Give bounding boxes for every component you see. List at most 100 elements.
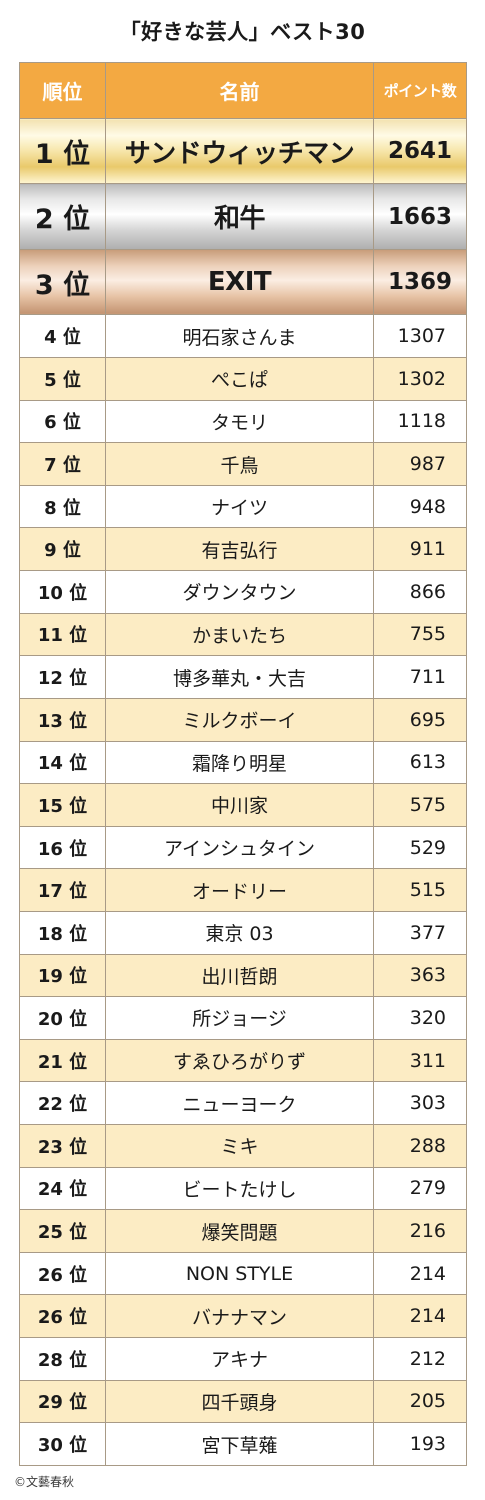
name-cell: すゑひろがりず <box>105 1038 374 1083</box>
table-header-row: 順位 名前 ポイント数 <box>19 62 467 119</box>
points-cell: 205 <box>373 1379 467 1424</box>
table-row: 15 位中川家 575 <box>19 783 467 827</box>
name-cell: かまいたち <box>105 612 374 657</box>
points-cell: 212 <box>373 1337 467 1381</box>
rank-cell: 9 位 <box>19 527 106 572</box>
points-cell: 193 <box>373 1422 467 1466</box>
name-cell: 和牛 <box>105 183 374 250</box>
name-cell: ミルクボーイ <box>105 697 374 742</box>
table-row: 24 位ビートたけし 279 <box>19 1166 467 1211</box>
points-cell: 363 <box>373 953 467 998</box>
points-cell: 529 <box>373 825 467 870</box>
table-row: 4 位明石家さんま 1307 <box>19 314 467 359</box>
name-cell: ビートたけし <box>105 1166 374 1211</box>
table-row: 7 位千鳥 987 <box>19 442 467 486</box>
name-cell: 四千頭身 <box>105 1379 374 1424</box>
points-cell: 311 <box>373 1038 467 1083</box>
points-cell: 711 <box>373 655 467 699</box>
rank-cell: 3 位 <box>19 248 106 316</box>
rank-cell: 18 位 <box>19 910 106 955</box>
name-cell: 爆笑問題 <box>105 1209 374 1253</box>
rank-cell: 14 位 <box>19 740 106 785</box>
name-cell: 霜降り明星 <box>105 740 374 785</box>
column-header-points: ポイント数 <box>373 62 467 119</box>
table-row: 5 位ぺこぱ 1302 <box>19 357 467 401</box>
rank-cell: 8 位 <box>19 484 106 529</box>
name-cell: タモリ <box>105 399 374 444</box>
name-cell: 有吉弘行 <box>105 527 374 572</box>
table-row: 22 位ニューヨーク 303 <box>19 1081 467 1125</box>
table-row: 29 位四千頭身 205 <box>19 1379 467 1424</box>
points-cell: 1663 <box>373 183 467 250</box>
name-cell: ナイツ <box>105 484 374 529</box>
name-cell: 千鳥 <box>105 442 374 486</box>
points-cell: 866 <box>373 570 467 614</box>
name-cell: バナナマン <box>105 1294 374 1339</box>
table-row: 20 位所ジョージ 320 <box>19 996 467 1040</box>
points-cell: 288 <box>373 1123 467 1168</box>
rank-cell: 6 位 <box>19 399 106 444</box>
rank-cell: 5 位 <box>19 357 106 401</box>
points-cell: 1307 <box>373 314 467 359</box>
points-cell: 214 <box>373 1251 467 1296</box>
table-row: 6 位タモリ 1118 <box>19 399 467 444</box>
rank-cell: 13 位 <box>19 697 106 742</box>
table-row: 14 位霜降り明星 613 <box>19 740 467 785</box>
rank-cell: 15 位 <box>19 783 106 827</box>
points-cell: 377 <box>373 910 467 955</box>
points-cell: 948 <box>373 484 467 529</box>
points-cell: 695 <box>373 697 467 742</box>
name-cell: アインシュタイン <box>105 825 374 870</box>
table-row: 12 位博多華丸・大吉 711 <box>19 655 467 699</box>
rank-cell: 12 位 <box>19 655 106 699</box>
points-cell: 1369 <box>373 248 467 316</box>
points-cell: 214 <box>373 1294 467 1339</box>
name-cell: NON STYLE <box>105 1251 374 1296</box>
table-row: 21 位すゑひろがりず 311 <box>19 1038 467 1083</box>
points-cell: 1302 <box>373 357 467 401</box>
rank-cell: 17 位 <box>19 868 106 912</box>
rank-cell: 23 位 <box>19 1123 106 1168</box>
name-cell: ニューヨーク <box>105 1081 374 1125</box>
table-row: 25 位爆笑問題 216 <box>19 1209 467 1253</box>
table-row: 16 位アインシュタイン 529 <box>19 825 467 870</box>
points-cell: 515 <box>373 868 467 912</box>
name-cell: オードリー <box>105 868 374 912</box>
rank-cell: 29 位 <box>19 1379 106 1424</box>
points-cell: 575 <box>373 783 467 827</box>
table-row: 8 位ナイツ 948 <box>19 484 467 529</box>
rank-cell: 26 位 <box>19 1251 106 1296</box>
rank-cell: 21 位 <box>19 1038 106 1083</box>
table-row: 23 位ミキ 288 <box>19 1123 467 1168</box>
table-row: 26 位 NON STYLE 214 <box>19 1251 467 1296</box>
table-row: 26 位バナナマン 214 <box>19 1294 467 1339</box>
rank-cell: 11 位 <box>19 612 106 657</box>
name-cell: 中川家 <box>105 783 374 827</box>
rank-cell: 24 位 <box>19 1166 106 1211</box>
name-cell: アキナ <box>105 1337 374 1381</box>
rank-cell: 10 位 <box>19 570 106 614</box>
rank-cell: 2 位 <box>19 183 106 250</box>
name-cell: 所ジョージ <box>105 996 374 1040</box>
column-header-name: 名前 <box>105 62 374 119</box>
table-row: 11 位かまいたち 755 <box>19 612 467 657</box>
points-cell: 755 <box>373 612 467 657</box>
rank-cell: 1 位 <box>19 117 106 185</box>
points-cell: 1118 <box>373 399 467 444</box>
page-title: 「好きな芸人」ベスト30 <box>119 20 366 44</box>
name-cell: EXIT <box>105 248 374 316</box>
points-cell: 911 <box>373 527 467 572</box>
rank-cell: 16 位 <box>19 825 106 870</box>
points-cell: 279 <box>373 1166 467 1211</box>
column-header-rank: 順位 <box>19 62 106 119</box>
name-cell: 出川哲朗 <box>105 953 374 998</box>
name-cell: 東京 03 <box>105 910 374 955</box>
name-cell: サンドウィッチマン <box>105 117 374 185</box>
table-row: 18 位東京 03 377 <box>19 910 467 955</box>
points-cell: 987 <box>373 442 467 486</box>
table-row: 10 位ダウンタウン 866 <box>19 570 467 614</box>
name-cell: ぺこぱ <box>105 357 374 401</box>
points-cell: 613 <box>373 740 467 785</box>
ranking-table: 順位 名前 ポイント数 1 位サンドウィッチマン 2641 2 位和牛 1663 3 位… <box>19 62 467 1466</box>
name-cell: 明石家さんま <box>105 314 374 359</box>
